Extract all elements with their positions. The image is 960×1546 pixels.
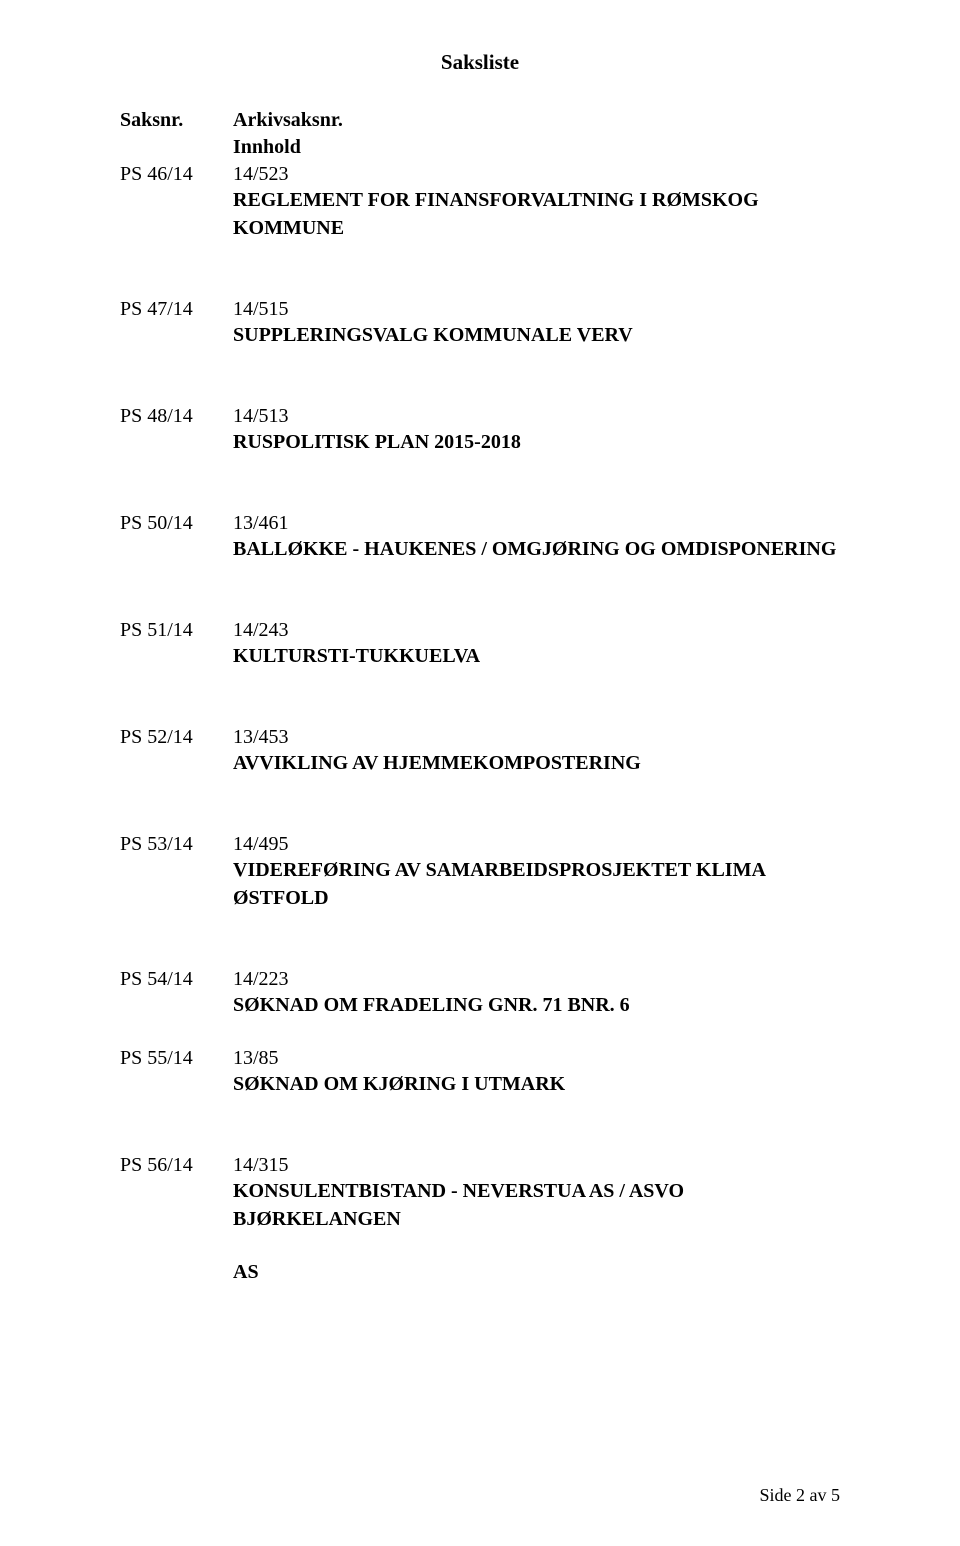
list-item: PS 55/14 13/85 SØKNAD OM KJØRING I UTMAR…: [120, 1047, 840, 1098]
item-code: PS 48/14: [120, 405, 233, 428]
list-item: PS 52/14 13/453 AVVIKLING AV HJEMMEKOMPO…: [120, 726, 840, 777]
item-num: 13/453: [233, 726, 840, 749]
item-num: 14/513: [233, 405, 840, 428]
item-code: PS 50/14: [120, 512, 233, 535]
item-code: PS 51/14: [120, 619, 233, 642]
list-item: PS 46/14 14/523 REGLEMENT FOR FINANSFORV…: [120, 163, 840, 242]
item-title: AVVIKLING AV HJEMMEKOMPOSTERING: [233, 749, 840, 777]
list-item: PS 54/14 14/223 SØKNAD OM FRADELING GNR.…: [120, 968, 840, 1019]
item-num: 14/523: [233, 163, 840, 186]
header-row: Saksnr. Arkivsaksnr.: [120, 109, 840, 132]
item-title: REGLEMENT FOR FINANSFORVALTNING I RØMSKO…: [233, 186, 840, 242]
item-code: PS 47/14: [120, 298, 233, 321]
item-title: SØKNAD OM KJØRING I UTMARK: [233, 1070, 840, 1098]
item-num: 14/223: [233, 968, 840, 991]
item-title: KONSULENTBISTAND - NEVERSTUA AS / ASVO B…: [233, 1177, 840, 1233]
item-title: BALLØKKE - HAUKENES / OMGJØRING OG OMDIS…: [233, 535, 840, 563]
item-code: PS 56/14: [120, 1154, 233, 1177]
list-item: PS 48/14 14/513 RUSPOLITISK PLAN 2015-20…: [120, 405, 840, 456]
list-item: PS 47/14 14/515 SUPPLERINGSVALG KOMMUNAL…: [120, 298, 840, 349]
item-num: 13/461: [233, 512, 840, 535]
item-num: 14/315: [233, 1154, 840, 1177]
list-item: PS 56/14 14/315 KONSULENTBISTAND - NEVER…: [120, 1154, 840, 1284]
item-code: PS 46/14: [120, 163, 233, 186]
item-code: PS 52/14: [120, 726, 233, 749]
item-num: 14/495: [233, 833, 840, 856]
page-footer: Side 2 av 5: [760, 1485, 841, 1506]
item-num: 13/85: [233, 1047, 840, 1070]
header-innhold: Innhold: [233, 136, 840, 159]
item-title-extra: AS: [233, 1261, 840, 1284]
item-title: VIDEREFØRING AV SAMARBEIDSPROSJEKTET KLI…: [233, 856, 840, 912]
item-num: 14/515: [233, 298, 840, 321]
item-num: 14/243: [233, 619, 840, 642]
header-arkivsaksnr: Arkivsaksnr.: [233, 109, 840, 132]
item-title: SØKNAD OM FRADELING GNR. 71 BNR. 6: [233, 991, 840, 1019]
list-item: PS 50/14 13/461 BALLØKKE - HAUKENES / OM…: [120, 512, 840, 563]
list-item: PS 53/14 14/495 VIDEREFØRING AV SAMARBEI…: [120, 833, 840, 912]
page-title: Saksliste: [120, 50, 840, 75]
item-code: PS 53/14: [120, 833, 233, 856]
item-code: PS 55/14: [120, 1047, 233, 1070]
item-title: SUPPLERINGSVALG KOMMUNALE VERV: [233, 321, 840, 349]
header-saksnr: Saksnr.: [120, 109, 233, 132]
item-title: KULTURSTI-TUKKUELVA: [233, 642, 840, 670]
item-title: RUSPOLITISK PLAN 2015-2018: [233, 428, 840, 456]
item-code: PS 54/14: [120, 968, 233, 991]
list-item: PS 51/14 14/243 KULTURSTI-TUKKUELVA: [120, 619, 840, 670]
